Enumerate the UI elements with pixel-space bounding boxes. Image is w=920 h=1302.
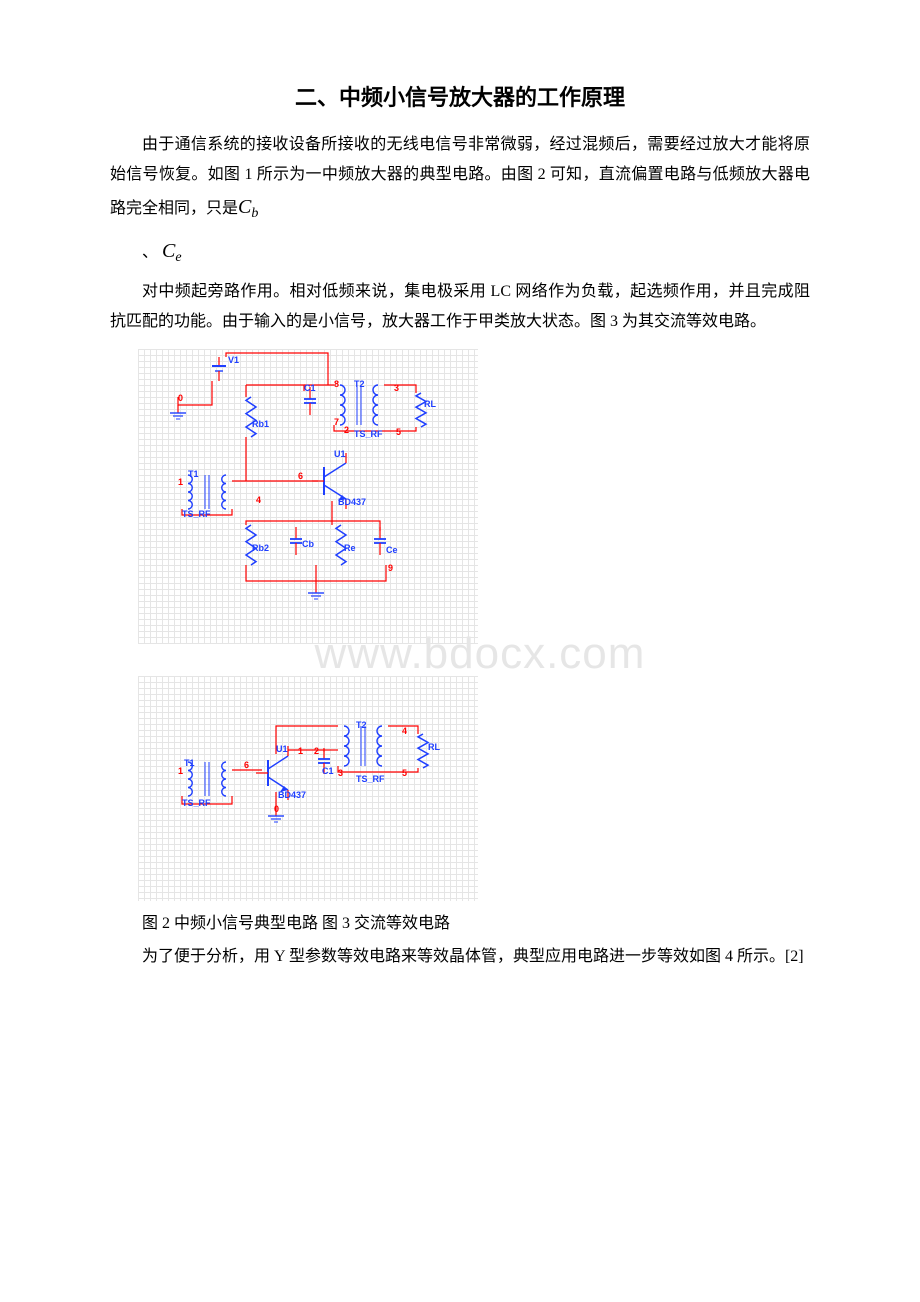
schematic-label: 5 [396,427,401,437]
schematic-label: Cb [302,539,314,549]
schematic-label: 1 [178,766,183,776]
schematic-label: 3 [394,383,399,393]
schematic-label: 1 [178,477,183,487]
schematic-label: 6 [244,760,249,770]
schematic-label: TS_RF [182,509,211,519]
schematic-label: V1 [228,355,239,365]
para-3: 为了便于分析，用 Y 型参数等效电路来等效晶体管，典型应用电路进一步等效如图 4… [110,942,810,972]
math-ce-sub: e [175,250,181,265]
schematic-label: RL [424,399,436,409]
schematic-label: T1 [184,758,195,768]
schematic-label: TS_RF [182,798,211,808]
schematic-label: 7 [334,417,339,427]
figure-3-svg [138,676,478,901]
para-1-text: 由于通信系统的接收设备所接收的无线电信号非常微弱，经过混频后，需要经过放大才能将… [110,136,810,217]
schematic-label: RL [428,742,440,752]
math-ce-var: C [162,240,175,262]
schematic-label: C1 [304,383,316,393]
math-cb-sub: b [251,206,258,221]
schematic-label: 0 [178,393,183,403]
schematic-label: BD437 [338,497,366,507]
schematic-label: T2 [356,720,367,730]
schematic-label: TS_RF [354,429,383,439]
schematic-label: 3 [338,768,343,778]
figure-2-svg [138,349,478,644]
schematic-label: 1 [298,746,303,756]
schematic-label: 5 [402,768,407,778]
schematic-label: Rb1 [252,419,269,429]
schematic-label: TS_RF [356,774,385,784]
schematic-label: C1 [322,766,334,776]
math-cb-var: C [238,196,251,218]
schematic-label: Ce [386,545,398,555]
schematic-label: U1 [276,744,288,754]
schematic-label: T1 [188,469,199,479]
figure-2: V1 0 C1 T2 8 3 RL 72 TS_RF 5 Rb1 U1 6 BD437 T1 1 4 TS_RF R… [138,349,478,644]
schematic-label: 4 [256,495,261,505]
schematic-label: 9 [388,563,393,573]
schematic-label: 2 [314,746,319,756]
schematic-label: 2 [344,425,349,435]
para-2: 对中频起旁路作用。相对低频来说，集电极采用 LC 网络作为负载，起选频作用，并且… [110,277,810,336]
schematic-label: 6 [298,471,303,481]
math-cb: Cb [238,200,258,217]
figures-block: V10C1T283RL72TS_RF5Rb1U16BD437T114TS_RFR… [138,349,478,901]
schematic-label: U1 [334,449,346,459]
para-1: 由于通信系统的接收设备所接收的无线电信号非常微弱，经过混频后，需要经过放大才能将… [110,130,810,227]
figure-caption: 图 2 中频小信号典型电路 图 3 交流等效电路 [110,909,810,939]
figure-3: T24RL5TS_RF123U1C1T116BD4370TS_RF [138,676,478,901]
schematic-label: Re [344,543,356,553]
math-ce: Ce [162,233,182,271]
schematic-label: 8 [334,379,339,389]
section-title: 二、中频小信号放大器的工作原理 [110,80,810,112]
schematic-label: BD437 [278,790,306,800]
sep-dot: 、 [142,244,158,261]
schematic-label: Rb2 [252,543,269,553]
schematic-label: 4 [402,726,407,736]
schematic-label: 0 [274,804,279,814]
schematic-label: T2 [354,379,365,389]
math-line-ce: 、 Ce [142,233,810,271]
